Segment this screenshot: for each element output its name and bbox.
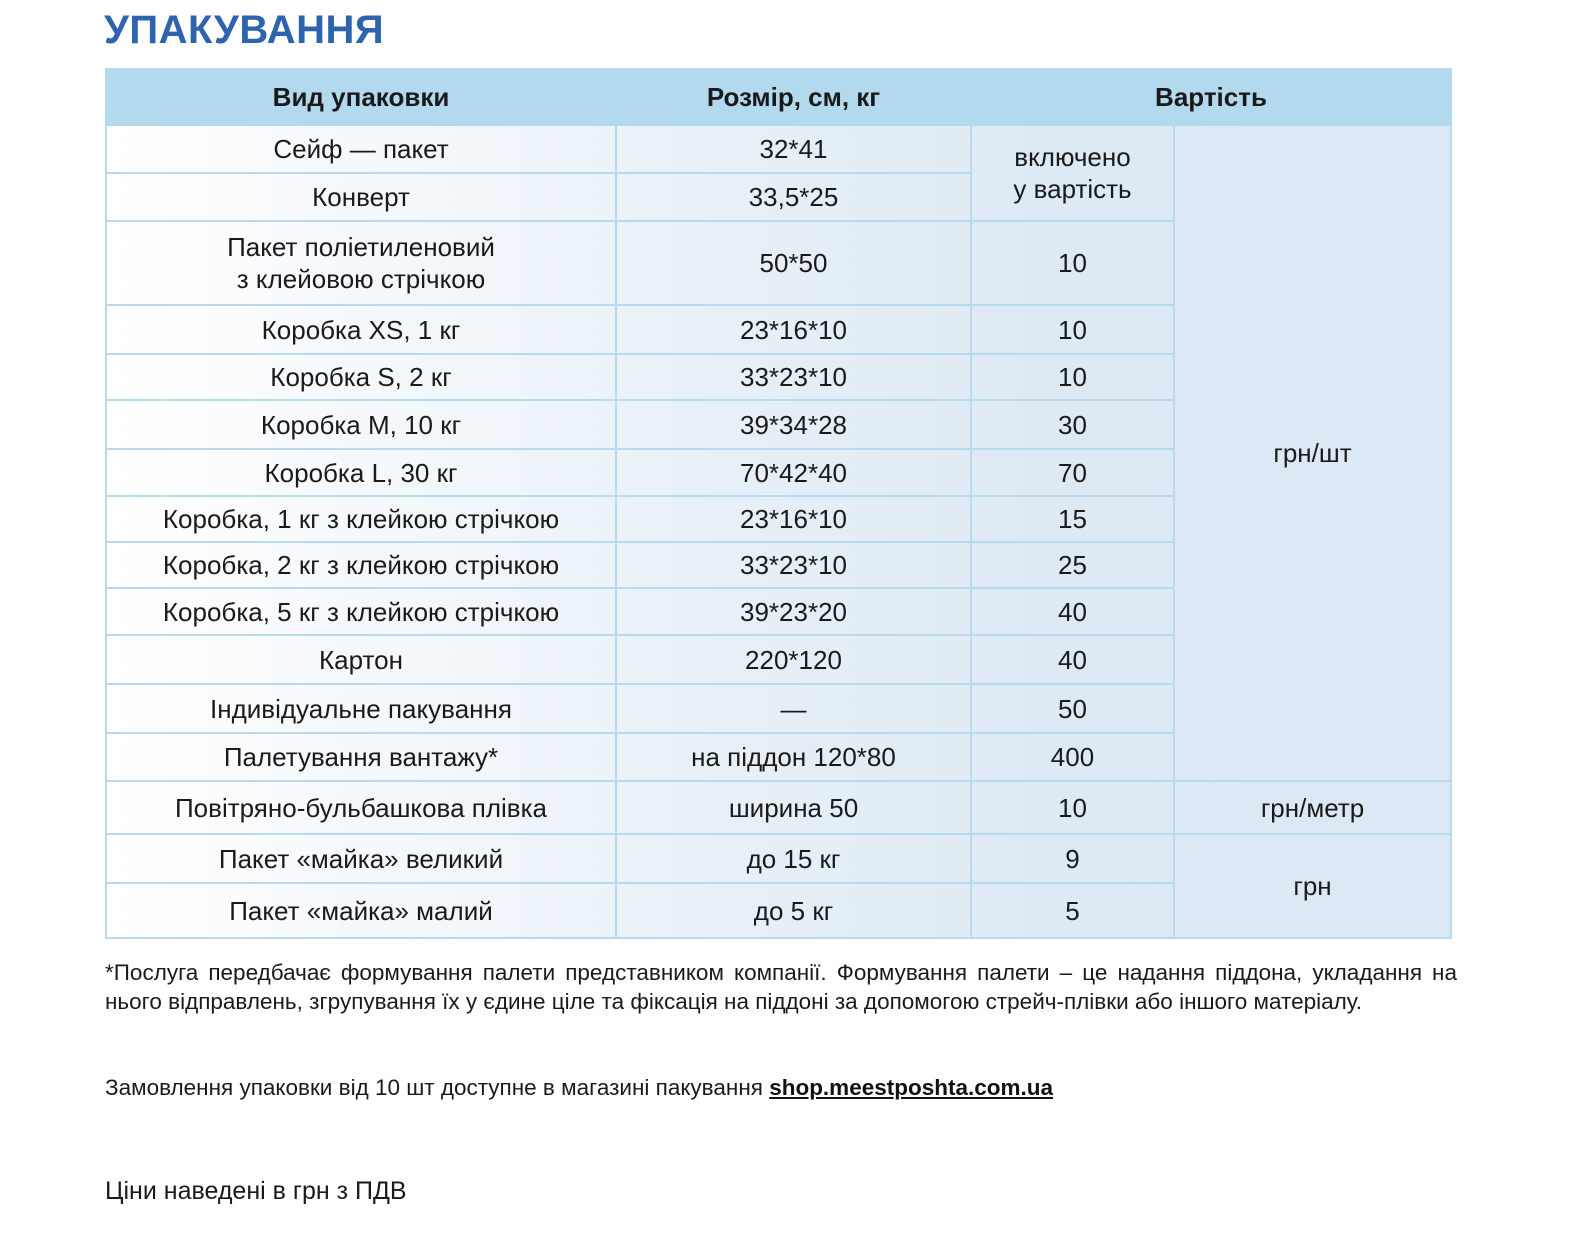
page-title: УПАКУВАННЯ <box>104 8 385 52</box>
table-row: Сейф — пакет 32*41 включено у вартість грн/… <box>105 124 1453 782</box>
table-row: Коробка, 1 кг з клейкою стрічкою 23*16*10… <box>105 495 1451 543</box>
vat-note: Ціни наведені в грн з ПДВ <box>105 1177 407 1205</box>
table-row: Пакет поліетиленовий з клейовою стрічкою… <box>105 220 1451 306</box>
table-row: Коробка XS, 1 кг 23*16*10 10 <box>105 304 1451 355</box>
table-row: Індивідуальне пакування —50 <box>105 683 1451 734</box>
table-row: Коробка, 5 кг з клейкою стрічкою 39*23*20… <box>105 587 1451 636</box>
cell-price: 10 <box>970 304 1175 355</box>
cell-size: 50*50 <box>615 220 972 306</box>
header-type: Вид упаковки <box>105 68 617 126</box>
cell-size: 70*42*40 <box>615 448 972 497</box>
cell-size: 220*120 <box>615 634 972 685</box>
cell-price: 40 <box>970 587 1175 636</box>
cell-type: Палетування вантажу* <box>105 732 617 782</box>
cell-size: 39*23*20 <box>615 587 972 636</box>
table-row: Пакет «майка» малий до 5 кг 5 <box>105 882 1451 939</box>
cell-size: 33,5*25 <box>615 172 972 222</box>
cell-type: Коробка M, 10 кг <box>105 399 617 450</box>
cell-type: Коробка, 1 кг з клейкою стрічкою <box>105 495 617 543</box>
table-row: Коробка M, 10 кг 39*34*28 30 <box>105 399 1451 450</box>
cell-price: 10 <box>970 780 1175 835</box>
table-row: Коробка, 2 кг з клейкою стрічкою 33*23*10… <box>105 541 1451 589</box>
cell-size: 33*23*10 <box>615 541 972 589</box>
cell-type: Картон <box>105 634 617 685</box>
cell-type: Пакет «майка» великий <box>105 833 617 884</box>
order-note: Замовлення упаковки від 10 шт доступне в… <box>105 1073 1457 1102</box>
table-row: Коробка S, 2 кг 33*23*10 10 <box>105 353 1451 401</box>
cell-size: 32*41 <box>615 124 972 174</box>
cell-price: 5 <box>970 882 1175 939</box>
cell-type: Пакет «майка» малий <box>105 882 617 939</box>
cell-price: 10 <box>970 220 1175 306</box>
cell-size: 33*23*10 <box>615 353 972 401</box>
cell-type: Сейф — пакет <box>105 124 617 174</box>
cell-price: 10 <box>970 353 1175 401</box>
footnote: *Послуга передбачає формування палети пр… <box>105 960 1457 1014</box>
table-row: Конверт 33,5*25 <box>105 172 1451 222</box>
cell-price: 30 <box>970 399 1175 450</box>
cell-price: 25 <box>970 541 1175 589</box>
table-header-row: Вид упаковки Розмір, см, кг Вартість <box>105 68 1453 126</box>
cell-price: 40 <box>970 634 1175 685</box>
cell-type: Повітряно-бульбашкова плівка <box>105 780 617 835</box>
cell-type: Індивідуальне пакування <box>105 683 617 734</box>
cell-type: Коробка L, 30 кг <box>105 448 617 497</box>
cell-price: 70 <box>970 448 1175 497</box>
cell-unit: грн <box>1172 833 1453 939</box>
table-row: Пакет «майка» великий до 15 кг 9 грн <box>105 833 1453 939</box>
cell-type: Пакет поліетиленовий з клейовою стрічкою <box>105 220 617 306</box>
cell-size: до 15 кг <box>615 833 972 884</box>
cell-included: включено у вартість <box>970 124 1175 222</box>
cell-size: до 5 кг <box>615 882 972 939</box>
header-size: Розмір, см, кг <box>615 68 972 126</box>
cell-price: 400 <box>970 732 1175 782</box>
table-row: Коробка L, 30 кг 70*42*40 70 <box>105 448 1451 497</box>
header-price: Вартість <box>969 68 1453 126</box>
cell-price: 15 <box>970 495 1175 543</box>
cell-size: ширина 50 <box>615 780 972 835</box>
cell-type: Коробка XS, 1 кг <box>105 304 617 355</box>
cell-unit: грн/метр <box>1172 780 1453 835</box>
packaging-price-table: Вид упаковки Розмір, см, кг Вартість Сей… <box>105 68 1453 939</box>
cell-unit: грн/шт <box>1172 124 1453 782</box>
cell-size: 23*16*10 <box>615 495 972 543</box>
table-row: Картон 220*120 40 <box>105 634 1451 685</box>
cell-size: 39*34*28 <box>615 399 972 450</box>
cell-size: 23*16*10 <box>615 304 972 355</box>
shop-link[interactable]: shop.meestposhta.com.ua <box>769 1075 1053 1100</box>
table-row: Палетування вантажу* на піддон 120*80 400 <box>105 732 1451 782</box>
cell-type: Конверт <box>105 172 617 222</box>
cell-type: Коробка, 2 кг з клейкою стрічкою <box>105 541 617 589</box>
cell-type: Коробка, 5 кг з клейкою стрічкою <box>105 587 617 636</box>
cell-price: 50 <box>970 683 1175 734</box>
order-text: Замовлення упаковки від 10 шт доступне в… <box>105 1075 770 1100</box>
cell-size: — <box>615 683 972 734</box>
cell-price: 9 <box>970 833 1175 884</box>
table-row: Повітряно-бульбашкова плівка ширина 50 10 г… <box>105 780 1453 835</box>
cell-size: на піддон 120*80 <box>615 732 972 782</box>
cell-type: Коробка S, 2 кг <box>105 353 617 401</box>
